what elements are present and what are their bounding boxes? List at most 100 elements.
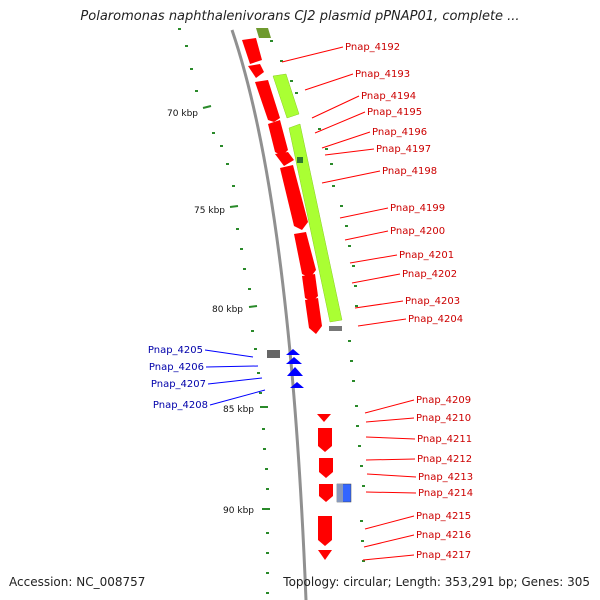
- scale-dot: [325, 148, 328, 150]
- scale-dot: [295, 92, 298, 94]
- scale-dot: [195, 90, 198, 92]
- scale-dot: [361, 540, 364, 542]
- scale-tick-80: [248, 305, 258, 308]
- scale-dot: [362, 560, 365, 562]
- gene-label-pnap-4217[interactable]: Pnap_4217: [416, 550, 471, 561]
- scale-labels: 70 kbp 75 kbp 80 kbp 85 kbp 90 kbp: [167, 105, 270, 516]
- gene-leader-line: [311, 95, 360, 119]
- cds-arrow: [318, 516, 332, 546]
- gene-leader-line: [205, 365, 259, 368]
- gene-leader-line: [304, 73, 354, 91]
- scale-dot: [190, 68, 193, 70]
- gene-label-pnap-4195[interactable]: Pnap_4195: [367, 107, 422, 118]
- gene-leader-line: [209, 389, 266, 406]
- gene-leader-line: [365, 417, 415, 423]
- scale-dot: [259, 392, 262, 394]
- scale-dot: [360, 520, 363, 522]
- gene-label-pnap-4215[interactable]: Pnap_4215: [416, 511, 471, 522]
- scale-dot: [352, 380, 355, 382]
- gene-label-pnap-4214[interactable]: Pnap_4214: [418, 488, 473, 499]
- feature-mark-1: [297, 157, 303, 163]
- gene-leader-line: [314, 111, 366, 134]
- gene-label-pnap-4197[interactable]: Pnap_4197: [376, 144, 431, 155]
- gene-leader-line: [324, 148, 375, 156]
- gene-leader-line: [354, 300, 404, 309]
- gene-leader-line: [204, 349, 254, 358]
- cds-arrow: [280, 165, 308, 230]
- gene-leader-line: [363, 534, 415, 548]
- scale-tick-70: [202, 105, 212, 109]
- gene-leader-line: [344, 230, 389, 241]
- scale-dot: [348, 340, 351, 342]
- cds-arrow-reverse: [290, 382, 304, 388]
- gene-leader-line: [364, 515, 415, 530]
- gene-label-pnap-4205[interactable]: Pnap_4205: [148, 345, 203, 356]
- scale-dot: [352, 265, 355, 267]
- feature-mark-2: [267, 350, 280, 358]
- cds-arrow: [294, 232, 316, 278]
- scale-dot: [248, 288, 251, 290]
- gene-leader-line: [365, 458, 416, 461]
- scale-label-85: 85 kbp: [223, 405, 254, 415]
- feature-band-top: [256, 28, 271, 38]
- gene-label-pnap-4201[interactable]: Pnap_4201: [399, 250, 454, 261]
- cds-arrow: [319, 458, 333, 478]
- gene-label-pnap-4199[interactable]: Pnap_4199: [390, 203, 445, 214]
- forward-gene-labels: Pnap_4192 Pnap_4193 Pnap_4194 Pnap_4195 Pnap…: [281, 42, 473, 561]
- scale-dot: [270, 40, 273, 42]
- gene-label-pnap-4209[interactable]: Pnap_4209: [416, 395, 471, 406]
- scale-dot: [236, 228, 239, 230]
- gene-label-pnap-4202[interactable]: Pnap_4202: [402, 269, 457, 280]
- gene-leader-line: [362, 554, 415, 561]
- scale-dot: [220, 145, 223, 147]
- gene-label-pnap-4194[interactable]: Pnap_4194: [361, 91, 416, 102]
- gene-label-pnap-4210[interactable]: Pnap_4210: [416, 413, 471, 424]
- scale-dot: [362, 485, 365, 487]
- scale-label-75: 75 kbp: [194, 206, 225, 216]
- cds-arrow: [317, 414, 331, 422]
- gene-leader-line: [365, 491, 417, 494]
- summary-text: Topology: circular; Length: 353,291 bp; …: [283, 575, 590, 589]
- scale-dot: [355, 305, 358, 307]
- feature-end-1: [329, 326, 342, 331]
- scale-dot: [280, 60, 283, 62]
- cds-arrow-reverse: [286, 349, 300, 355]
- gene-label-pnap-4216[interactable]: Pnap_4216: [416, 530, 471, 541]
- scale-dots-right: [270, 40, 365, 562]
- scale-dot: [360, 465, 363, 467]
- gene-label-pnap-4203[interactable]: Pnap_4203: [405, 296, 460, 307]
- reverse-cds: [286, 349, 304, 388]
- scale-dot: [354, 285, 357, 287]
- gene-label-pnap-4212[interactable]: Pnap_4212: [417, 454, 472, 465]
- gene-label-pnap-4206[interactable]: Pnap_4206: [149, 362, 204, 373]
- map-title: Polaromonas naphthalenivorans CJ2 plasmi…: [80, 9, 520, 24]
- gene-label-pnap-4196[interactable]: Pnap_4196: [372, 127, 427, 138]
- gene-label-pnap-4204[interactable]: Pnap_4204: [408, 314, 463, 325]
- cds-arrow: [248, 64, 264, 78]
- gene-leader-line: [321, 131, 371, 149]
- gene-label-pnap-4208[interactable]: Pnap_4208: [153, 400, 208, 411]
- gene-label-pnap-4213[interactable]: Pnap_4213: [418, 472, 473, 483]
- scale-dot: [254, 348, 257, 350]
- forward-cds: [242, 38, 333, 560]
- scale-dot: [318, 128, 321, 130]
- gene-label-pnap-4207[interactable]: Pnap_4207: [151, 379, 206, 390]
- scale-dot: [348, 245, 351, 247]
- other-features: [267, 73, 343, 358]
- scale-dot: [340, 205, 343, 207]
- scale-dot: [240, 248, 243, 250]
- gene-label-pnap-4192[interactable]: Pnap_4192: [345, 42, 400, 53]
- scale-tick-75: [229, 205, 239, 208]
- gene-label-pnap-4198[interactable]: Pnap_4198: [382, 166, 437, 177]
- cds-arrow: [302, 274, 318, 302]
- cds-arrow: [268, 120, 288, 156]
- gene-label-pnap-4193[interactable]: Pnap_4193: [355, 69, 410, 80]
- gene-label-pnap-4200[interactable]: Pnap_4200: [390, 226, 445, 237]
- scale-dot: [257, 372, 260, 374]
- cds-arrow: [318, 428, 332, 452]
- gene-label-pnap-4211[interactable]: Pnap_4211: [417, 434, 472, 445]
- scale-dot: [266, 592, 269, 594]
- scale-label-90: 90 kbp: [223, 506, 254, 516]
- scale-dot: [266, 532, 269, 534]
